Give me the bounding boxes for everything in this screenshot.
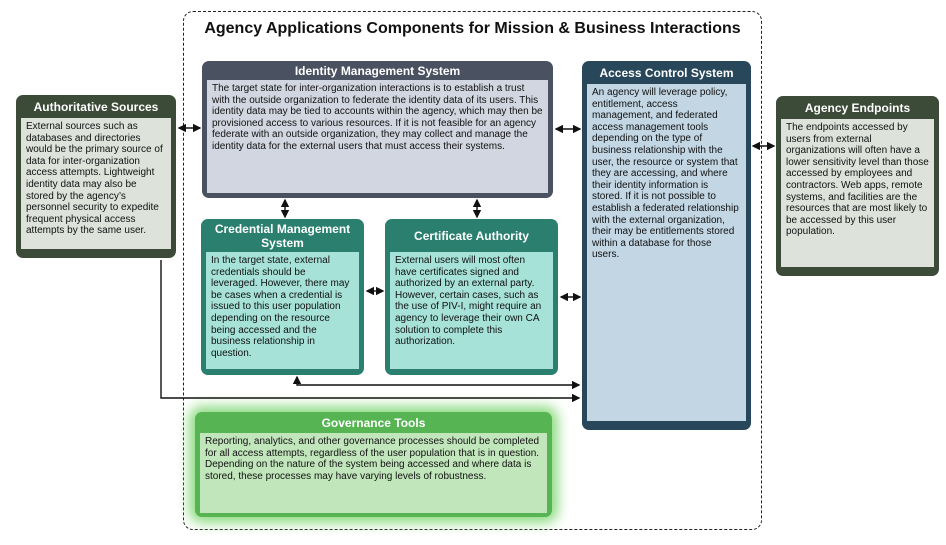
authoritative-sources-box: Authoritative Sources External sources s… (16, 95, 176, 258)
credential-management-text: In the target state, external credential… (206, 252, 359, 369)
agency-endpoints-box: Agency Endpoints The endpoints accessed … (776, 96, 939, 276)
identity-management-title: Identity Management System (294, 64, 461, 78)
arrow-auth-to-access (160, 260, 581, 403)
access-control-box: Access Control System An agency will lev… (582, 61, 751, 430)
credential-management-title: Credential Management System (214, 222, 351, 250)
diagram-title: Agency Applications Components for Missi… (204, 20, 741, 37)
identity-management-text: The target state for inter-organization … (207, 80, 548, 193)
authoritative-sources-text: External sources such as databases and d… (21, 118, 171, 249)
governance-tools-title: Governance Tools (321, 416, 426, 430)
credential-management-box: Credential Management System In the targ… (201, 219, 364, 375)
certificate-authority-title: Certificate Authority (414, 229, 529, 243)
boundary-frame (183, 11, 762, 530)
authoritative-sources-title: Authoritative Sources (33, 100, 159, 114)
agency-endpoints-text: The endpoints accessed by users from ext… (781, 119, 934, 267)
access-control-title: Access Control System (599, 66, 734, 80)
certificate-authority-box: Certificate Authority External users wil… (385, 219, 558, 375)
governance-tools-text: Reporting, analytics, and other governan… (200, 433, 547, 513)
access-control-text: An agency will leverage policy, entitlem… (587, 84, 746, 421)
arrow-credential-to-access (292, 375, 581, 390)
governance-tools-box: Governance Tools Reporting, analytics, a… (195, 412, 552, 517)
certificate-authority-text: External users will most often have cert… (390, 252, 553, 369)
agency-endpoints-title: Agency Endpoints (804, 101, 911, 115)
identity-management-box: Identity Management System The target st… (202, 61, 553, 198)
